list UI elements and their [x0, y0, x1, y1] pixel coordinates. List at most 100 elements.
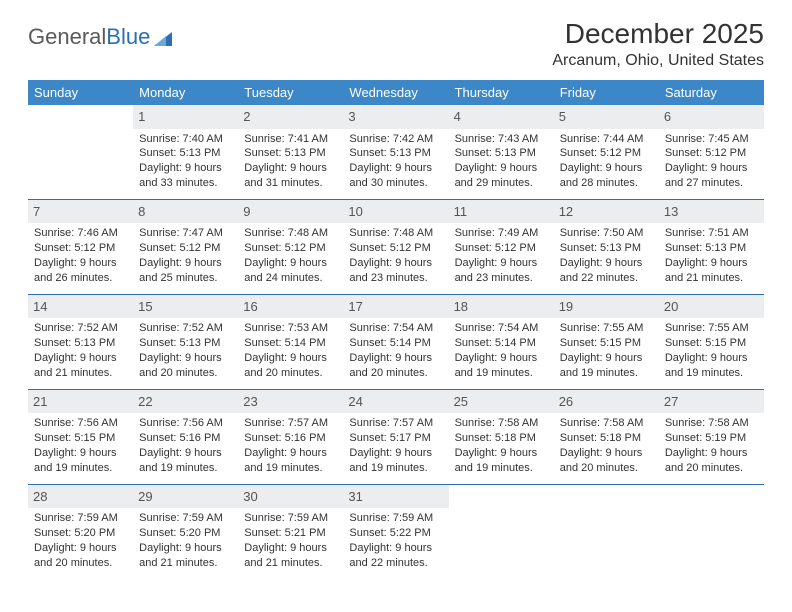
day-number: 20 [659, 295, 764, 319]
calendar-cell: 12Sunrise: 7:50 AM Sunset: 5:13 PM Dayli… [554, 199, 659, 294]
day-details: Sunrise: 7:48 AM Sunset: 5:12 PM Dayligh… [244, 226, 337, 285]
day-number: 11 [449, 200, 554, 224]
logo-text-b: Blue [106, 24, 150, 50]
calendar-cell: 13Sunrise: 7:51 AM Sunset: 5:13 PM Dayli… [659, 199, 764, 294]
logo-text-a: General [28, 24, 106, 50]
day-details: Sunrise: 7:46 AM Sunset: 5:12 PM Dayligh… [34, 226, 127, 285]
day-number: 10 [343, 200, 448, 224]
calendar-cell: 3 Sunrise: 7:42 AM Sunset: 5:13 PM Daylig… [343, 105, 448, 199]
day-details: Sunrise: 7:50 AM Sunset: 5:13 PM Dayligh… [560, 226, 653, 285]
day-header: Saturday [659, 80, 764, 105]
day-details: Sunrise: 7:58 AM Sunset: 5:18 PM Dayligh… [455, 416, 548, 475]
calendar-week: 14Sunrise: 7:52 AM Sunset: 5:13 PM Dayli… [28, 294, 764, 389]
calendar-cell [449, 484, 554, 578]
day-details: Sunrise: 7:59 AM Sunset: 5:20 PM Dayligh… [139, 511, 232, 570]
day-number: 14 [28, 295, 133, 319]
day-number: 4 [449, 105, 554, 129]
day-number: 5 [554, 105, 659, 129]
calendar-cell: 15Sunrise: 7:52 AM Sunset: 5:13 PM Dayli… [133, 294, 238, 389]
day-number: 15 [133, 295, 238, 319]
day-number: 9 [238, 200, 343, 224]
calendar-cell [28, 105, 133, 199]
calendar-cell: 28Sunrise: 7:59 AM Sunset: 5:20 PM Dayli… [28, 484, 133, 578]
day-number: 18 [449, 295, 554, 319]
calendar-cell: 20Sunrise: 7:55 AM Sunset: 5:15 PM Dayli… [659, 294, 764, 389]
day-header: Friday [554, 80, 659, 105]
calendar-table: Sunday Monday Tuesday Wednesday Thursday… [28, 80, 764, 579]
calendar-cell [554, 484, 659, 578]
header: GeneralBlue December 2025 Arcanum, Ohio,… [28, 18, 764, 78]
month-title: December 2025 [552, 18, 764, 50]
day-details: Sunrise: 7:49 AM Sunset: 5:12 PM Dayligh… [455, 226, 548, 285]
calendar-cell: 10Sunrise: 7:48 AM Sunset: 5:12 PM Dayli… [343, 199, 448, 294]
calendar-week: 7Sunrise: 7:46 AM Sunset: 5:12 PM Daylig… [28, 199, 764, 294]
calendar-cell: 4 Sunrise: 7:43 AM Sunset: 5:13 PM Daylig… [449, 105, 554, 199]
day-details: Sunrise: 7:56 AM Sunset: 5:15 PM Dayligh… [34, 416, 127, 475]
logo: GeneralBlue [28, 18, 174, 50]
day-details: Sunrise: 7:51 AM Sunset: 5:13 PM Dayligh… [665, 226, 758, 285]
calendar-cell [659, 484, 764, 578]
calendar-cell: 23Sunrise: 7:57 AM Sunset: 5:16 PM Dayli… [238, 389, 343, 484]
day-details: Sunrise: 7:55 AM Sunset: 5:15 PM Dayligh… [560, 321, 653, 380]
day-header: Wednesday [343, 80, 448, 105]
day-details: Sunrise: 7:41 AM Sunset: 5:13 PM Dayligh… [244, 132, 337, 191]
calendar-cell: 31Sunrise: 7:59 AM Sunset: 5:22 PM Dayli… [343, 484, 448, 578]
calendar-cell: 7Sunrise: 7:46 AM Sunset: 5:12 PM Daylig… [28, 199, 133, 294]
day-number: 1 [133, 105, 238, 129]
calendar-cell: 16Sunrise: 7:53 AM Sunset: 5:14 PM Dayli… [238, 294, 343, 389]
day-details: Sunrise: 7:42 AM Sunset: 5:13 PM Dayligh… [349, 132, 442, 191]
day-details: Sunrise: 7:48 AM Sunset: 5:12 PM Dayligh… [349, 226, 442, 285]
day-details: Sunrise: 7:43 AM Sunset: 5:13 PM Dayligh… [455, 132, 548, 191]
day-header: Sunday [28, 80, 133, 105]
day-number: 31 [343, 485, 448, 509]
calendar-cell: 2 Sunrise: 7:41 AM Sunset: 5:13 PM Daylig… [238, 105, 343, 199]
day-details: Sunrise: 7:52 AM Sunset: 5:13 PM Dayligh… [34, 321, 127, 380]
calendar-cell: 5 Sunrise: 7:44 AM Sunset: 5:12 PM Daylig… [554, 105, 659, 199]
day-number: 2 [238, 105, 343, 129]
calendar-week: 21Sunrise: 7:56 AM Sunset: 5:15 PM Dayli… [28, 389, 764, 484]
day-number: 28 [28, 485, 133, 509]
day-number: 17 [343, 295, 448, 319]
calendar-cell: 18Sunrise: 7:54 AM Sunset: 5:14 PM Dayli… [449, 294, 554, 389]
day-number: 3 [343, 105, 448, 129]
day-number: 21 [28, 390, 133, 414]
day-details: Sunrise: 7:44 AM Sunset: 5:12 PM Dayligh… [560, 132, 653, 191]
logo-sail-icon [152, 28, 174, 46]
day-details: Sunrise: 7:59 AM Sunset: 5:21 PM Dayligh… [244, 511, 337, 570]
calendar-cell: 29Sunrise: 7:59 AM Sunset: 5:20 PM Dayli… [133, 484, 238, 578]
calendar-cell: 21Sunrise: 7:56 AM Sunset: 5:15 PM Dayli… [28, 389, 133, 484]
day-number: 22 [133, 390, 238, 414]
day-number: 29 [133, 485, 238, 509]
day-header-row: Sunday Monday Tuesday Wednesday Thursday… [28, 80, 764, 105]
calendar-cell: 17Sunrise: 7:54 AM Sunset: 5:14 PM Dayli… [343, 294, 448, 389]
day-number: 19 [554, 295, 659, 319]
day-details: Sunrise: 7:52 AM Sunset: 5:13 PM Dayligh… [139, 321, 232, 380]
day-details: Sunrise: 7:40 AM Sunset: 5:13 PM Dayligh… [139, 132, 232, 191]
calendar-cell: 1 Sunrise: 7:40 AM Sunset: 5:13 PM Daylig… [133, 105, 238, 199]
title-block: December 2025 Arcanum, Ohio, United Stat… [552, 18, 764, 78]
day-details: Sunrise: 7:55 AM Sunset: 5:15 PM Dayligh… [665, 321, 758, 380]
day-number: 16 [238, 295, 343, 319]
day-details: Sunrise: 7:59 AM Sunset: 5:22 PM Dayligh… [349, 511, 442, 570]
day-header: Thursday [449, 80, 554, 105]
calendar-cell: 30Sunrise: 7:59 AM Sunset: 5:21 PM Dayli… [238, 484, 343, 578]
location: Arcanum, Ohio, United States [552, 52, 764, 70]
calendar-cell: 8Sunrise: 7:47 AM Sunset: 5:12 PM Daylig… [133, 199, 238, 294]
calendar-cell: 11Sunrise: 7:49 AM Sunset: 5:12 PM Dayli… [449, 199, 554, 294]
day-details: Sunrise: 7:54 AM Sunset: 5:14 PM Dayligh… [455, 321, 548, 380]
day-number: 26 [554, 390, 659, 414]
calendar-cell: 6Sunrise: 7:45 AM Sunset: 5:12 PM Daylig… [659, 105, 764, 199]
calendar-cell: 25Sunrise: 7:58 AM Sunset: 5:18 PM Dayli… [449, 389, 554, 484]
day-details: Sunrise: 7:58 AM Sunset: 5:18 PM Dayligh… [560, 416, 653, 475]
calendar-week: 28Sunrise: 7:59 AM Sunset: 5:20 PM Dayli… [28, 484, 764, 578]
day-details: Sunrise: 7:47 AM Sunset: 5:12 PM Dayligh… [139, 226, 232, 285]
day-number: 7 [28, 200, 133, 224]
day-number: 24 [343, 390, 448, 414]
day-details: Sunrise: 7:56 AM Sunset: 5:16 PM Dayligh… [139, 416, 232, 475]
day-number: 13 [659, 200, 764, 224]
day-number: 25 [449, 390, 554, 414]
day-details: Sunrise: 7:57 AM Sunset: 5:16 PM Dayligh… [244, 416, 337, 475]
day-details: Sunrise: 7:57 AM Sunset: 5:17 PM Dayligh… [349, 416, 442, 475]
day-details: Sunrise: 7:45 AM Sunset: 5:12 PM Dayligh… [665, 132, 758, 191]
day-number: 27 [659, 390, 764, 414]
